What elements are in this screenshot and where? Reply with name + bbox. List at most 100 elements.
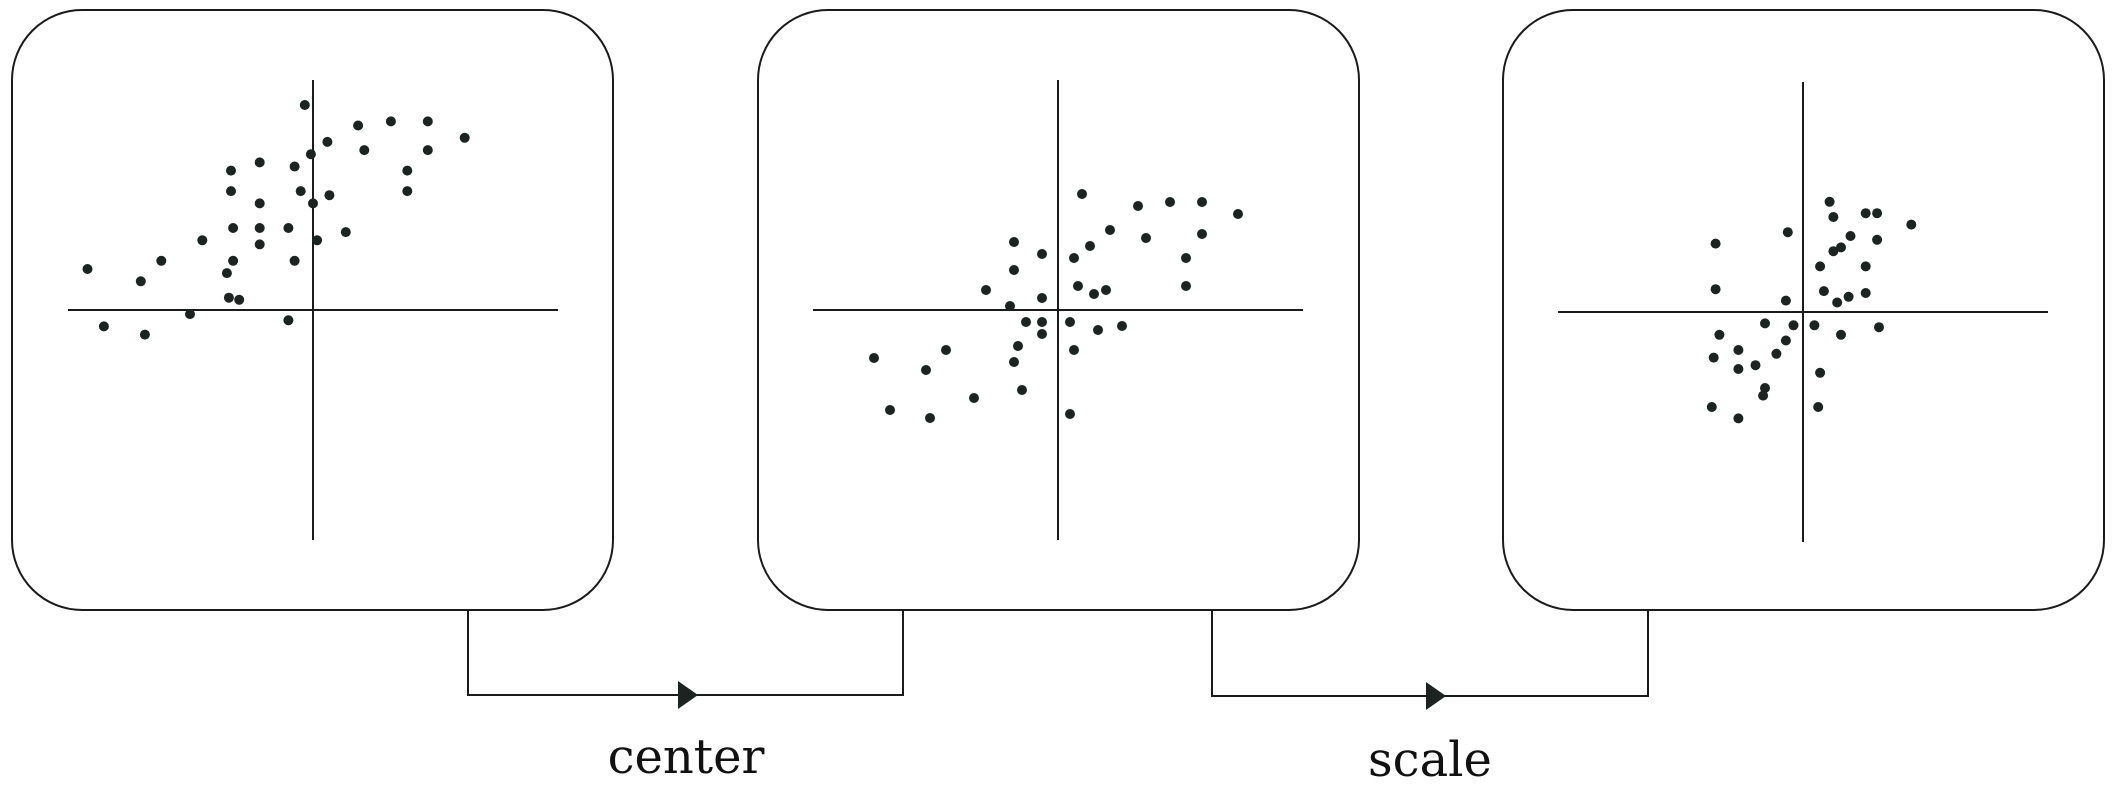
data-point bbox=[422, 116, 433, 127]
data-point bbox=[98, 321, 109, 332]
data-point bbox=[1105, 225, 1115, 235]
data-point bbox=[885, 405, 895, 415]
data-point bbox=[402, 186, 413, 197]
data-point bbox=[228, 223, 239, 233]
data-point bbox=[1733, 413, 1744, 424]
data-point bbox=[1845, 231, 1856, 241]
data-point bbox=[1133, 201, 1143, 211]
data-point bbox=[1733, 345, 1744, 355]
connector-center: center bbox=[467, 610, 904, 785]
data-point bbox=[299, 100, 310, 110]
connector-scale: scale bbox=[1211, 610, 1649, 788]
data-point bbox=[1117, 321, 1127, 331]
data-point bbox=[1037, 317, 1047, 327]
data-point bbox=[1760, 383, 1770, 393]
data-point bbox=[941, 345, 951, 355]
data-point bbox=[254, 157, 265, 168]
data-point bbox=[921, 365, 931, 375]
data-point bbox=[1788, 320, 1799, 331]
data-point bbox=[1733, 364, 1744, 374]
data-point bbox=[1815, 367, 1826, 378]
data-point bbox=[1165, 197, 1175, 207]
panel-scaled bbox=[1502, 9, 2105, 611]
data-point bbox=[1069, 345, 1079, 355]
data-point bbox=[322, 136, 333, 147]
data-point bbox=[1860, 208, 1871, 219]
data-point bbox=[1017, 385, 1027, 395]
data-point bbox=[340, 227, 351, 238]
data-point bbox=[359, 145, 370, 156]
data-point bbox=[1021, 317, 1031, 327]
data-point bbox=[1065, 317, 1075, 327]
data-point bbox=[1101, 285, 1111, 295]
data-point bbox=[1782, 227, 1793, 238]
arrow-right-icon bbox=[1426, 682, 1446, 710]
data-point bbox=[1836, 329, 1846, 340]
arrow-right-icon bbox=[678, 681, 698, 709]
panel-centered bbox=[757, 9, 1360, 611]
data-point bbox=[1037, 293, 1047, 303]
data-point bbox=[1065, 409, 1075, 419]
data-point bbox=[1832, 297, 1843, 308]
data-point bbox=[139, 329, 150, 340]
data-point bbox=[1828, 246, 1839, 257]
data-point bbox=[324, 190, 335, 201]
data-point bbox=[1780, 335, 1791, 346]
data-point bbox=[1233, 209, 1243, 219]
data-point bbox=[1141, 233, 1151, 243]
data-point bbox=[422, 145, 433, 156]
data-point bbox=[1013, 341, 1023, 351]
data-point bbox=[1860, 288, 1871, 298]
data-point bbox=[254, 198, 265, 209]
scatter-points bbox=[1706, 196, 1917, 424]
data-point bbox=[312, 235, 323, 246]
data-point bbox=[1197, 229, 1207, 239]
data-point bbox=[1710, 284, 1721, 295]
data-point bbox=[1009, 237, 1019, 247]
data-point bbox=[283, 315, 294, 326]
data-point bbox=[1750, 360, 1761, 371]
data-point bbox=[1710, 238, 1721, 249]
data-point bbox=[135, 276, 146, 287]
data-point bbox=[353, 120, 364, 131]
data-point bbox=[1815, 261, 1826, 272]
data-point bbox=[981, 285, 991, 295]
data-point bbox=[1874, 322, 1884, 333]
data-point bbox=[254, 223, 265, 233]
connector-line bbox=[1211, 610, 1649, 697]
data-point bbox=[1760, 318, 1770, 329]
data-point bbox=[1714, 329, 1725, 340]
panel-original bbox=[11, 9, 614, 611]
data-point bbox=[1073, 281, 1083, 291]
data-point bbox=[1708, 352, 1719, 363]
scatter-points bbox=[82, 100, 470, 340]
data-point bbox=[185, 309, 195, 320]
data-point bbox=[156, 255, 167, 266]
step-label-scale: scale bbox=[1368, 732, 1492, 788]
data-point bbox=[1771, 348, 1782, 359]
data-point bbox=[1818, 286, 1829, 297]
data-point bbox=[289, 161, 300, 172]
data-point bbox=[969, 393, 979, 403]
data-point bbox=[295, 186, 306, 197]
data-point bbox=[221, 268, 232, 279]
data-point bbox=[1037, 329, 1047, 339]
data-point bbox=[1824, 196, 1835, 207]
data-point bbox=[305, 149, 316, 160]
data-point bbox=[1836, 242, 1846, 253]
data-point bbox=[1089, 289, 1099, 299]
data-point bbox=[1085, 241, 1095, 251]
data-point bbox=[197, 235, 208, 246]
data-point bbox=[1069, 253, 1079, 263]
data-point bbox=[1181, 253, 1191, 263]
data-point bbox=[234, 294, 245, 305]
data-point bbox=[1706, 402, 1717, 412]
data-point bbox=[228, 255, 239, 266]
data-point bbox=[402, 165, 413, 176]
data-point bbox=[1009, 265, 1019, 275]
data-point bbox=[1828, 212, 1839, 222]
data-point bbox=[1872, 234, 1883, 245]
data-point bbox=[223, 292, 234, 303]
data-point bbox=[1093, 325, 1103, 335]
step-label-center: center bbox=[608, 729, 765, 785]
